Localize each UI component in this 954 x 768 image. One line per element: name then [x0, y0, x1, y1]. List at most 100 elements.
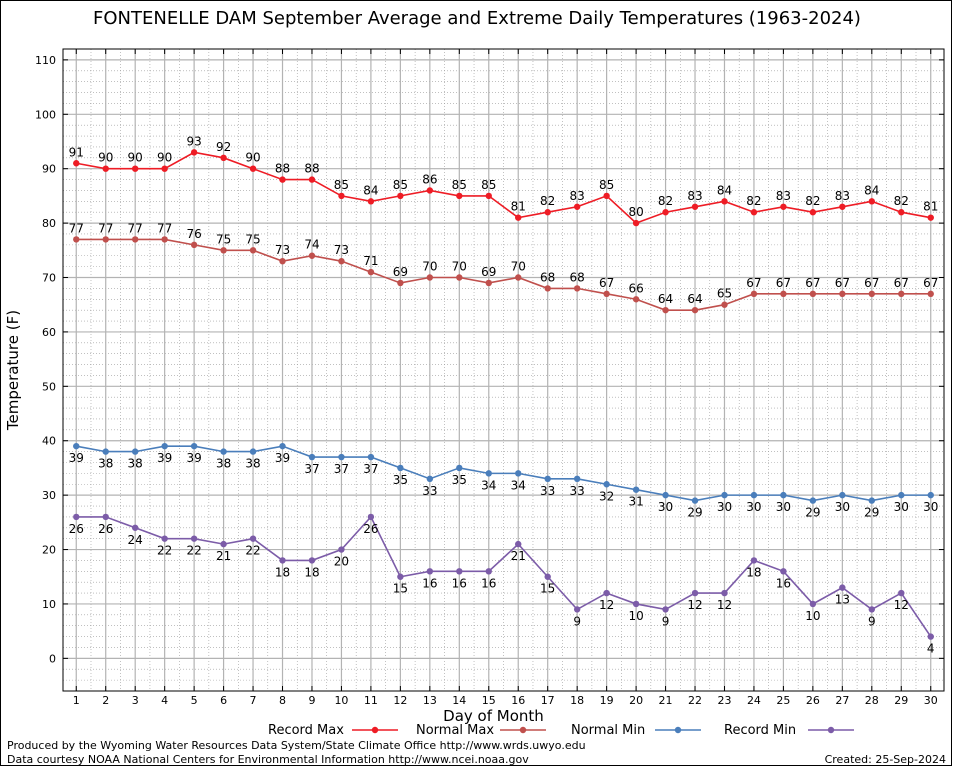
- data-point: [397, 464, 404, 472]
- data-label: 65: [717, 287, 732, 301]
- data-label: 18: [304, 565, 319, 579]
- data-label: 85: [452, 178, 467, 192]
- data-label: 12: [687, 598, 702, 612]
- data-label: 69: [481, 265, 496, 279]
- data-point: [338, 546, 345, 553]
- data-label: 67: [805, 276, 820, 290]
- x-tick-label: 22: [688, 694, 702, 707]
- x-tick-label: 3: [132, 694, 139, 707]
- data-point: [102, 165, 109, 172]
- data-point: [190, 535, 198, 542]
- data-label: 30: [776, 500, 791, 514]
- data-label: 39: [275, 451, 290, 465]
- data-label: 69: [393, 265, 408, 279]
- series-line: [76, 238, 931, 311]
- data-label: 67: [776, 276, 791, 290]
- data-point: [397, 192, 404, 200]
- data-label: 67: [864, 276, 879, 290]
- x-tick-label: 15: [482, 694, 496, 707]
- data-point: [868, 198, 876, 205]
- data-point: [780, 203, 787, 210]
- data-label: 77: [128, 221, 143, 235]
- x-tick-label: 23: [717, 694, 731, 707]
- data-point: [750, 557, 758, 564]
- plot-area-border: [62, 48, 945, 692]
- data-label: 18: [746, 565, 761, 579]
- y-tick-label: 50: [42, 380, 56, 393]
- data-point: [839, 584, 846, 591]
- x-tick-label: 1: [73, 694, 80, 707]
- data-point: [161, 535, 168, 542]
- data-point: [456, 464, 463, 472]
- data-point: [809, 290, 817, 298]
- footer-data-courtesy: Data courtesy NOAA National Centers for …: [7, 753, 529, 766]
- data-label: 15: [540, 582, 555, 596]
- x-tick-label: 10: [334, 694, 348, 707]
- data-point: [603, 290, 610, 298]
- y-tick-label: 20: [42, 544, 56, 557]
- data-point: [662, 209, 669, 216]
- series-line: [76, 445, 931, 502]
- legend-swatch-marker: [519, 726, 527, 734]
- data-point: [338, 192, 345, 200]
- data-point: [456, 568, 463, 575]
- x-tick-label: 27: [835, 694, 849, 707]
- data-label: 73: [334, 243, 349, 257]
- data-label: 77: [157, 221, 172, 235]
- data-point: [603, 192, 610, 200]
- data-point: [220, 540, 227, 548]
- x-tick-label: 4: [161, 694, 168, 707]
- data-point: [73, 442, 80, 450]
- data-label: 18: [275, 565, 290, 579]
- data-point: [161, 442, 168, 450]
- data-label: 81: [511, 200, 526, 214]
- data-label: 64: [687, 292, 702, 306]
- data-point: [397, 573, 404, 580]
- x-tick-label: 5: [191, 694, 198, 707]
- data-point: [839, 203, 846, 210]
- legend-swatch-marker: [371, 726, 379, 734]
- data-point: [367, 198, 375, 205]
- data-point: [750, 209, 758, 216]
- data-label: 35: [452, 473, 467, 487]
- data-point: [809, 497, 817, 504]
- data-label: 83: [835, 189, 850, 203]
- data-label: 38: [245, 457, 260, 471]
- data-point: [485, 192, 492, 200]
- data-label: 30: [658, 500, 673, 514]
- data-label: 32: [599, 489, 614, 503]
- data-label: 82: [894, 194, 909, 208]
- data-label: 39: [69, 451, 84, 465]
- data-point: [308, 557, 316, 564]
- data-point: [632, 486, 640, 493]
- data-label: 37: [363, 462, 378, 476]
- data-label: 67: [923, 276, 938, 290]
- y-axis-label: Temperature (F): [4, 310, 22, 431]
- data-label: 68: [570, 270, 585, 284]
- data-point: [485, 568, 492, 575]
- data-point: [544, 209, 551, 216]
- data-label: 33: [570, 484, 585, 498]
- data-point: [839, 491, 846, 499]
- data-label: 70: [511, 260, 526, 274]
- data-label: 84: [363, 183, 378, 197]
- data-label: 29: [864, 506, 879, 520]
- data-label: 83: [687, 189, 702, 203]
- data-label: 70: [422, 260, 437, 274]
- data-point: [426, 475, 434, 483]
- data-label: 12: [894, 598, 909, 612]
- data-point: [485, 470, 492, 477]
- data-label: 83: [776, 189, 791, 203]
- data-label: 77: [98, 221, 113, 235]
- data-label: 74: [304, 238, 319, 252]
- legend-swatch-marker: [674, 726, 682, 734]
- data-point: [691, 203, 699, 210]
- data-point: [456, 274, 463, 281]
- data-label: 90: [157, 151, 172, 165]
- data-point: [515, 540, 522, 548]
- data-label: 9: [573, 614, 581, 628]
- x-tick-label: 8: [279, 694, 286, 707]
- data-point: [279, 442, 286, 450]
